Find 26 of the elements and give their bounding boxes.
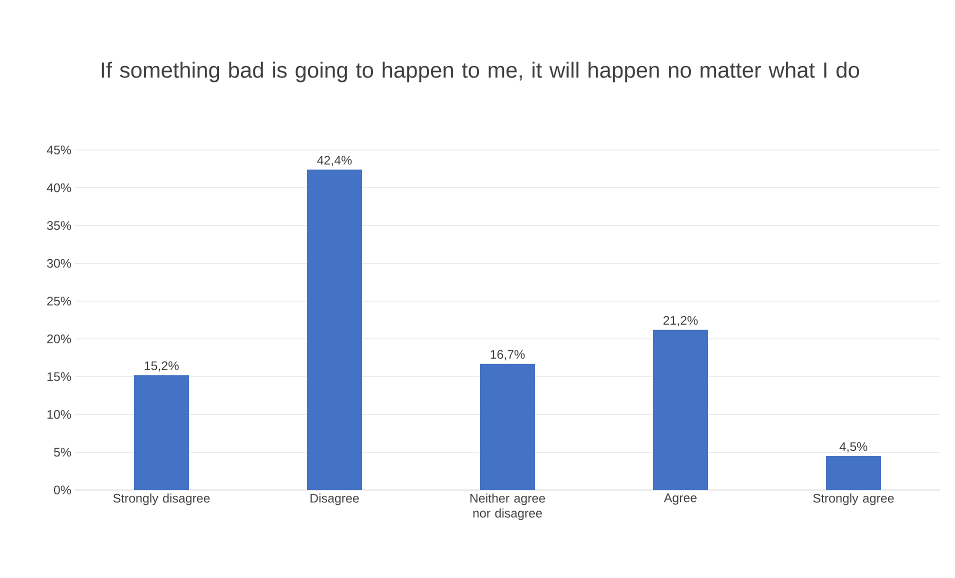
bar [653,330,708,490]
y-tick-label: 25% [47,296,72,306]
data-label: 21,2% [663,316,698,326]
data-label: 16,7% [490,350,525,360]
x-tick-label: Strongly disagree [113,494,210,506]
y-tick-label: 5% [54,448,72,457]
y-tick-label: 15% [48,372,72,382]
y-tick-label: 10% [48,410,72,419]
y-tick-label: 0% [54,486,72,494]
data-label: 15,2% [144,361,179,372]
y-tick-label: 40% [46,183,72,192]
x-tick-label: Strongly agree [813,494,894,506]
bar [480,364,536,490]
data-label: 4,5% [840,442,868,452]
chart-title: If something bad is going to happen to me, it will happen no matter what I do [102,62,860,82]
data-label: 42,4% [317,156,352,166]
x-tick-label: Disagree [310,494,359,506]
x-tick-label: Neither agree nor disagree [470,494,546,520]
y-tick-label: 20% [47,334,72,344]
bar [826,456,882,490]
bar [134,375,189,490]
y-tick-label: 35% [47,221,72,230]
bar [307,170,362,490]
y-tick-label: 30% [47,258,72,268]
x-tick-label: Agree [664,494,697,505]
y-tick-label: 45% [46,146,72,154]
